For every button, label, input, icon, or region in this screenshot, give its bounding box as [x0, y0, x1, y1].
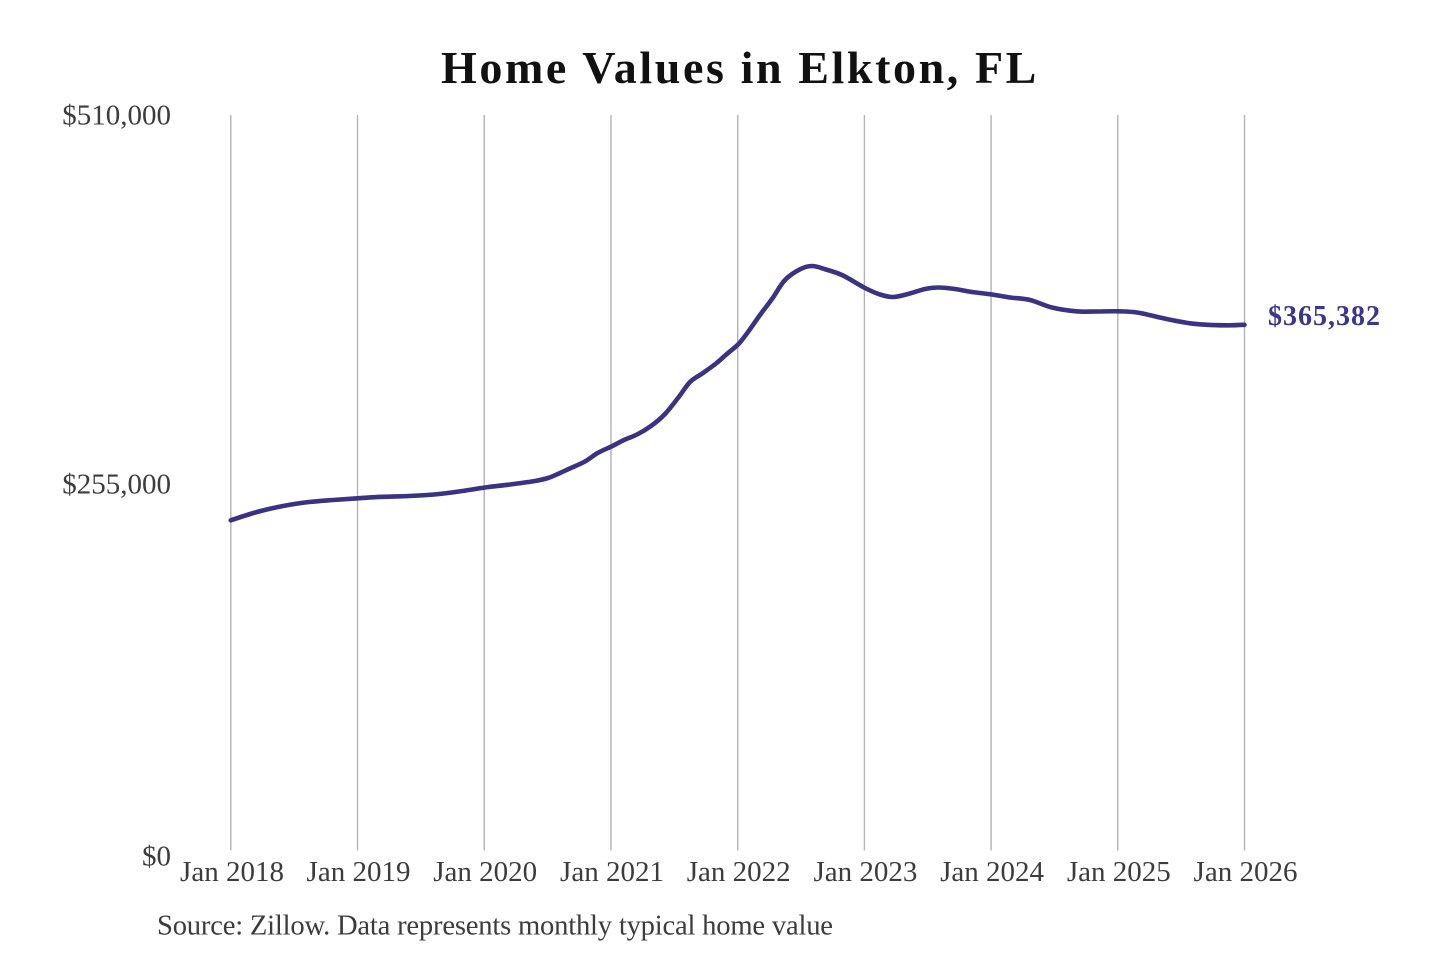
svg-text:Jan 2024: Jan 2024	[940, 856, 1044, 888]
svg-text:$255,000: $255,000	[62, 469, 171, 501]
svg-text:$0: $0	[142, 841, 171, 873]
svg-text:Jan 2025: Jan 2025	[1067, 856, 1171, 888]
svg-text:Jan 2020: Jan 2020	[433, 856, 537, 888]
svg-text:Jan 2021: Jan 2021	[560, 856, 664, 888]
svg-text:Jan 2022: Jan 2022	[687, 856, 791, 888]
svg-text:Jan 2018: Jan 2018	[180, 856, 284, 888]
svg-text:Jan 2019: Jan 2019	[307, 856, 411, 888]
svg-text:Home Values in Elkton, FL: Home Values in Elkton, FL	[441, 42, 1039, 93]
svg-text:Jan 2026: Jan 2026	[1194, 856, 1298, 888]
svg-text:Source: Zillow. Data represent: Source: Zillow. Data represents monthly …	[157, 911, 833, 942]
svg-text:$510,000: $510,000	[62, 100, 171, 132]
svg-text:$365,382: $365,382	[1268, 301, 1381, 332]
svg-text:Jan 2023: Jan 2023	[813, 856, 917, 888]
